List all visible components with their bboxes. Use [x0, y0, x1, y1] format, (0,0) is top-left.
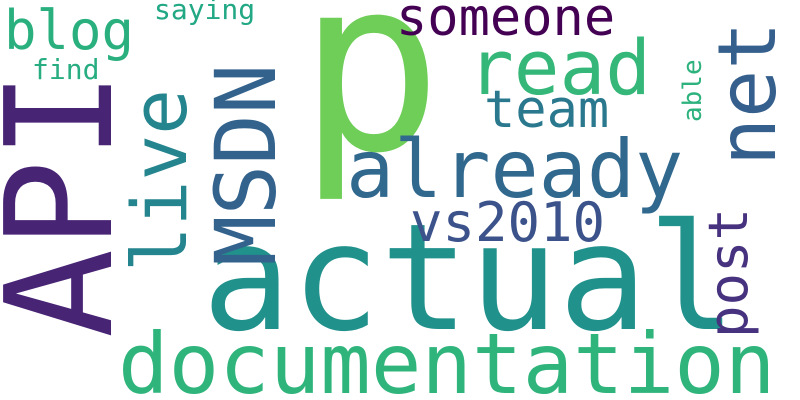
word-find: find — [32, 53, 100, 86]
word-someone: someone — [396, 0, 616, 48]
word-saying: saying — [154, 0, 256, 26]
word-api: API — [0, 70, 146, 338]
word-able: able — [678, 59, 708, 122]
word-vs2010: vs2010 — [410, 191, 606, 254]
word-post: post — [697, 207, 760, 338]
word-net: net — [701, 21, 794, 167]
word-documentation: documentation — [118, 315, 776, 400]
word-actual: actual — [202, 192, 737, 364]
word-msdn: MSDN — [197, 63, 295, 266]
word-p: p — [298, 0, 443, 206]
word-team: team — [484, 80, 610, 140]
word-blog: blog — [4, 0, 135, 62]
word-already: already — [346, 123, 684, 216]
word-live: live — [115, 88, 204, 272]
word-read: read — [468, 23, 652, 112]
